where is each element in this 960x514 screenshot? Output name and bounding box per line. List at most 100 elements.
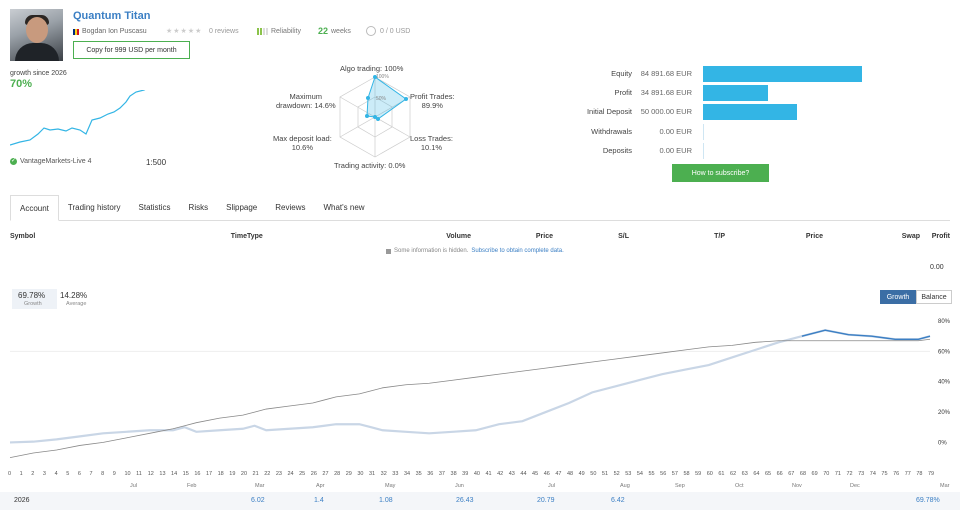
month-label: Mar — [255, 483, 265, 489]
growth-toggle[interactable]: Growth — [880, 290, 916, 304]
x-tick-label: 30 — [357, 471, 363, 477]
weeks-label: weeks — [331, 28, 351, 35]
subscribers-value: 0 / 0 USD — [380, 28, 411, 35]
average-legend[interactable]: 14.28% Average — [60, 291, 88, 307]
x-tick-label: 12 — [148, 471, 154, 477]
total-profit: 0.00 — [930, 264, 944, 271]
x-tick-label: 14 — [171, 471, 177, 477]
growth-legend[interactable]: 69.78% Growth — [12, 289, 57, 309]
x-tick-label: 53 — [625, 471, 631, 477]
x-tick-label: 21 — [253, 471, 259, 477]
stat-label: Profit — [614, 88, 632, 97]
leverage-value: 1:500 — [146, 158, 167, 167]
stat-label: Deposits — [602, 146, 632, 155]
column-header[interactable]: Time — [230, 233, 247, 240]
x-tick-label: 20 — [241, 471, 247, 477]
broker-name: VantageMarkets-Live 4 — [20, 158, 92, 165]
how-to-subscribe-button[interactable]: How to subscribe? — [672, 164, 769, 182]
column-header[interactable]: T/P — [714, 233, 725, 240]
x-tick-label: 5 — [66, 471, 69, 477]
x-tick-label: 16 — [194, 471, 200, 477]
signal-title[interactable]: Quantum Titan — [73, 10, 151, 22]
footer-month-value: 6.02 — [251, 497, 265, 504]
month-label: Mar — [940, 483, 950, 489]
stat-value: 84 891.68 EUR — [640, 69, 692, 78]
column-header[interactable]: Swap — [901, 233, 920, 240]
verified-check-icon: ✓ — [10, 158, 17, 165]
x-tick-label: 33 — [392, 471, 398, 477]
x-tick-label: 72 — [846, 471, 852, 477]
x-tick-label: 49 — [579, 471, 585, 477]
radar-chart: 100% 50% — [339, 74, 411, 158]
footer-month-value: 6.42 — [611, 497, 625, 504]
x-tick-label: 25 — [299, 471, 305, 477]
tab-statistics[interactable]: Statistics — [138, 203, 171, 212]
x-tick-label: 79 — [928, 471, 934, 477]
x-tick-label: 1 — [20, 471, 23, 477]
x-tick-label: 9 — [113, 471, 116, 477]
tab-reviews[interactable]: Reviews — [275, 203, 306, 212]
x-tick-label: 66 — [777, 471, 783, 477]
x-tick-label: 4 — [55, 471, 58, 477]
author-name[interactable]: Bogdan Ion Puscasu — [73, 28, 147, 35]
x-tick-label: 46 — [544, 471, 550, 477]
tab-risks[interactable]: Risks — [188, 203, 209, 212]
column-header[interactable]: Volume — [446, 233, 471, 240]
stat-bar — [703, 143, 704, 159]
x-tick-label: 50 — [590, 471, 596, 477]
stat-label: Initial Deposit — [586, 107, 632, 116]
column-header[interactable]: Price — [805, 233, 823, 240]
yearly-summary-row — [0, 492, 960, 510]
hidden-info-note: Some information is hidden. Subscribe to… — [386, 248, 564, 254]
reviews-count[interactable]: 0 reviews — [209, 28, 239, 35]
column-header[interactable]: Symbol — [10, 233, 36, 240]
balance-toggle[interactable]: Balance — [916, 290, 952, 304]
x-tick-label: 48 — [567, 471, 573, 477]
column-header[interactable]: Type — [247, 233, 263, 240]
x-tick-label: 19 — [229, 471, 235, 477]
tab-bar: Account Trading history Statistics Risks Sli… — [10, 195, 950, 221]
series-line — [9, 338, 931, 458]
column-header[interactable]: Price — [535, 233, 553, 240]
tab-slippage[interactable]: Slippage — [226, 203, 258, 212]
month-label: Jul — [548, 483, 555, 489]
stat-value: 0.00 EUR — [659, 146, 692, 155]
x-tick-label: 77 — [905, 471, 911, 477]
x-tick-label: 73 — [858, 471, 864, 477]
x-tick-label: 10 — [124, 471, 130, 477]
x-tick-label: 18 — [218, 471, 224, 477]
author-avatar[interactable] — [10, 9, 63, 61]
month-label: May — [385, 483, 396, 489]
month-label: Sep — [675, 483, 685, 489]
series-line-recent — [801, 329, 931, 340]
subscribe-link[interactable]: Subscribe to obtain complete data. — [471, 248, 564, 254]
x-tick-label: 43 — [509, 471, 515, 477]
footer-month-value: 1.4 — [314, 497, 324, 504]
broker-info[interactable]: ✓ VantageMarkets-Live 4 — [10, 158, 91, 165]
stat-label: Equity — [611, 69, 632, 78]
x-tick-label: 70 — [823, 471, 829, 477]
column-header[interactable]: Profit — [931, 233, 950, 240]
radar-activity-label: Trading activity: 0.0% — [334, 161, 406, 170]
copy-signal-button[interactable]: Copy for 999 USD per month — [73, 41, 190, 59]
month-label: Oct — [735, 483, 744, 489]
tab-what-s-new[interactable]: What's new — [323, 203, 365, 212]
stat-value: 34 891.68 EUR — [640, 88, 692, 97]
x-tick-label: 3 — [43, 471, 46, 477]
x-tick-label: 54 — [637, 471, 643, 477]
tab-trading-history[interactable]: Trading history — [67, 203, 121, 212]
x-tick-label: 57 — [672, 471, 678, 477]
x-tick-label: 32 — [381, 471, 387, 477]
radar-profit-label: Profit Trades: 89.9% — [410, 92, 455, 110]
x-tick-label: 23 — [276, 471, 282, 477]
column-header[interactable]: S/L — [618, 233, 629, 240]
x-tick-label: 76 — [893, 471, 899, 477]
x-tick-label: 58 — [683, 471, 689, 477]
reliability-label: Reliability — [271, 28, 301, 35]
x-tick-label: 28 — [334, 471, 340, 477]
history-table-header: Symbol Time Type Volume Price S/L T/P Price Swap… — [10, 233, 950, 240]
x-tick-label: 17 — [206, 471, 212, 477]
x-tick-label: 37 — [439, 471, 445, 477]
tab-account[interactable]: Account — [10, 195, 59, 221]
x-tick-label: 68 — [800, 471, 806, 477]
